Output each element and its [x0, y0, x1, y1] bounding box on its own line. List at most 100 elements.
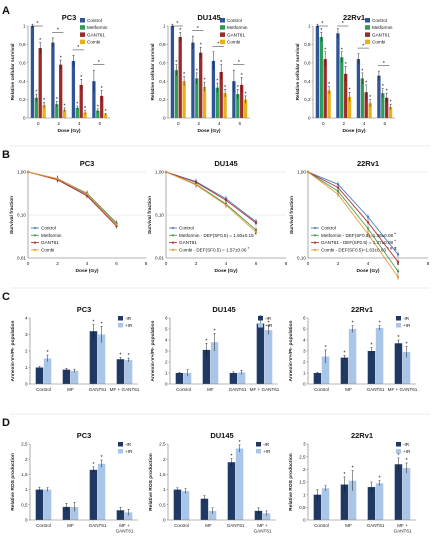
y-tick-label: 0,8: [304, 42, 311, 47]
significance-mark: *: [39, 38, 42, 44]
bar--ir: [321, 488, 330, 520]
y-tick-label: 0: [23, 116, 26, 121]
bar--ir: [202, 349, 211, 384]
data-point: [336, 186, 340, 189]
significance-mark: *: [200, 43, 203, 49]
significance-mark: *: [204, 78, 207, 84]
y-axis-label: Annexin-V+/PI- population: [288, 320, 294, 381]
data-point: [396, 260, 400, 264]
bar--ir: [124, 360, 133, 384]
bar--ir: [62, 369, 71, 384]
x-axis-label: Dose (Gy): [197, 128, 220, 134]
x-tick-label: MF: [345, 523, 352, 528]
significance-mark: *: [127, 353, 130, 359]
significance-mark: *: [205, 338, 208, 344]
legend-swatch: [365, 32, 370, 37]
significance-mark: *: [238, 60, 241, 66]
bar-metformin: [34, 97, 38, 118]
bar-gant61: [178, 37, 182, 118]
significance-mark: *: [92, 320, 95, 326]
y-tick-label: 1: [23, 24, 26, 29]
bar--ir: [375, 483, 384, 520]
significance-mark: *: [237, 85, 240, 91]
bar-gant61: [100, 95, 104, 118]
bar-gant61: [240, 84, 244, 118]
bar--ir: [313, 373, 322, 384]
legend-label: +IR: [125, 449, 133, 454]
significance-mark: *: [321, 21, 324, 27]
bar-combi: [103, 114, 108, 118]
bar--ir: [254, 510, 263, 520]
y-axis-label: Annexin-V+/PI- population: [10, 320, 16, 381]
bar-control: [30, 26, 35, 118]
y-axis-label: Relative cellular survival: [10, 43, 16, 101]
bar-control: [232, 81, 236, 118]
y-tick-label: 1: [163, 487, 166, 492]
series-line-combi: [27, 171, 117, 225]
legend-label: -IR: [263, 442, 270, 447]
bar--ir: [367, 351, 376, 384]
bar-control: [191, 42, 195, 119]
chart-title: PC3: [80, 159, 95, 168]
series-line-metformin: [165, 171, 257, 231]
legend-marker: [313, 248, 317, 251]
legend-label: Combi: [227, 40, 240, 45]
y-tick-label: 6: [165, 316, 168, 321]
legend-label: GANT61: [87, 32, 105, 37]
y-tick-label: 4: [165, 338, 168, 343]
x-tick-label: 6: [98, 121, 101, 126]
y-tick-label: 0,4: [159, 79, 166, 84]
bar-combi: [327, 90, 331, 118]
bar--ir: [313, 494, 322, 520]
significance-mark: *: [351, 466, 354, 472]
significance-mark: *: [101, 86, 104, 92]
data-point: [366, 232, 370, 236]
significance-mark: *: [343, 472, 346, 478]
legend-swatch: [80, 39, 85, 45]
legend-significance: *: [394, 239, 396, 244]
data-point: [366, 215, 370, 219]
bar--ir: [62, 506, 71, 520]
legend-label: GANT61: [227, 32, 245, 37]
legend-marker: [33, 226, 37, 230]
data-point: [366, 227, 370, 230]
y-tick-label: 0: [163, 518, 166, 523]
legend-swatch: [396, 323, 401, 328]
y-tick-label: 0,4: [19, 79, 26, 84]
significance-mark: *: [324, 47, 327, 53]
legend-swatch: [258, 323, 263, 328]
x-tick-label: 6: [397, 261, 400, 266]
x-tick-label: Control: [314, 387, 329, 392]
bar--ir: [43, 489, 52, 520]
x-tick-label: MF + GANT61: [254, 523, 272, 534]
chart-title: DU145: [214, 159, 237, 168]
series-line-metformin: [307, 171, 399, 272]
significance-mark: *: [378, 476, 381, 482]
legend-label: -IR: [125, 442, 132, 447]
significance-mark: *: [345, 62, 348, 68]
bar--ir: [402, 468, 411, 520]
significance-mark: *: [56, 97, 59, 103]
data-point: [366, 221, 370, 224]
series-line-combi: [307, 171, 399, 278]
y-tick-label: 2: [303, 360, 306, 365]
bar-combi: [388, 106, 393, 118]
bar--ir: [235, 448, 244, 520]
significance-mark: *: [60, 56, 63, 62]
x-tick-label: 2: [337, 261, 340, 266]
bar-metformin: [55, 104, 59, 118]
y-tick-label: 0: [303, 518, 306, 523]
bar-gant61: [79, 84, 83, 118]
y-tick-label: 2: [303, 467, 306, 472]
x-tick-label: GANT61: [367, 523, 385, 528]
bar-metformin: [236, 94, 240, 118]
significance-mark: *: [361, 68, 364, 74]
significance-mark: *: [267, 321, 270, 327]
x-tick-label: Control: [314, 523, 329, 528]
bar--ir: [43, 358, 52, 384]
significance-mark: *: [92, 462, 95, 468]
bar--ir: [227, 462, 236, 520]
x-tick-label: 6: [115, 261, 118, 266]
significance-mark: *: [343, 350, 346, 356]
legend-label: Metformin: [227, 25, 248, 30]
